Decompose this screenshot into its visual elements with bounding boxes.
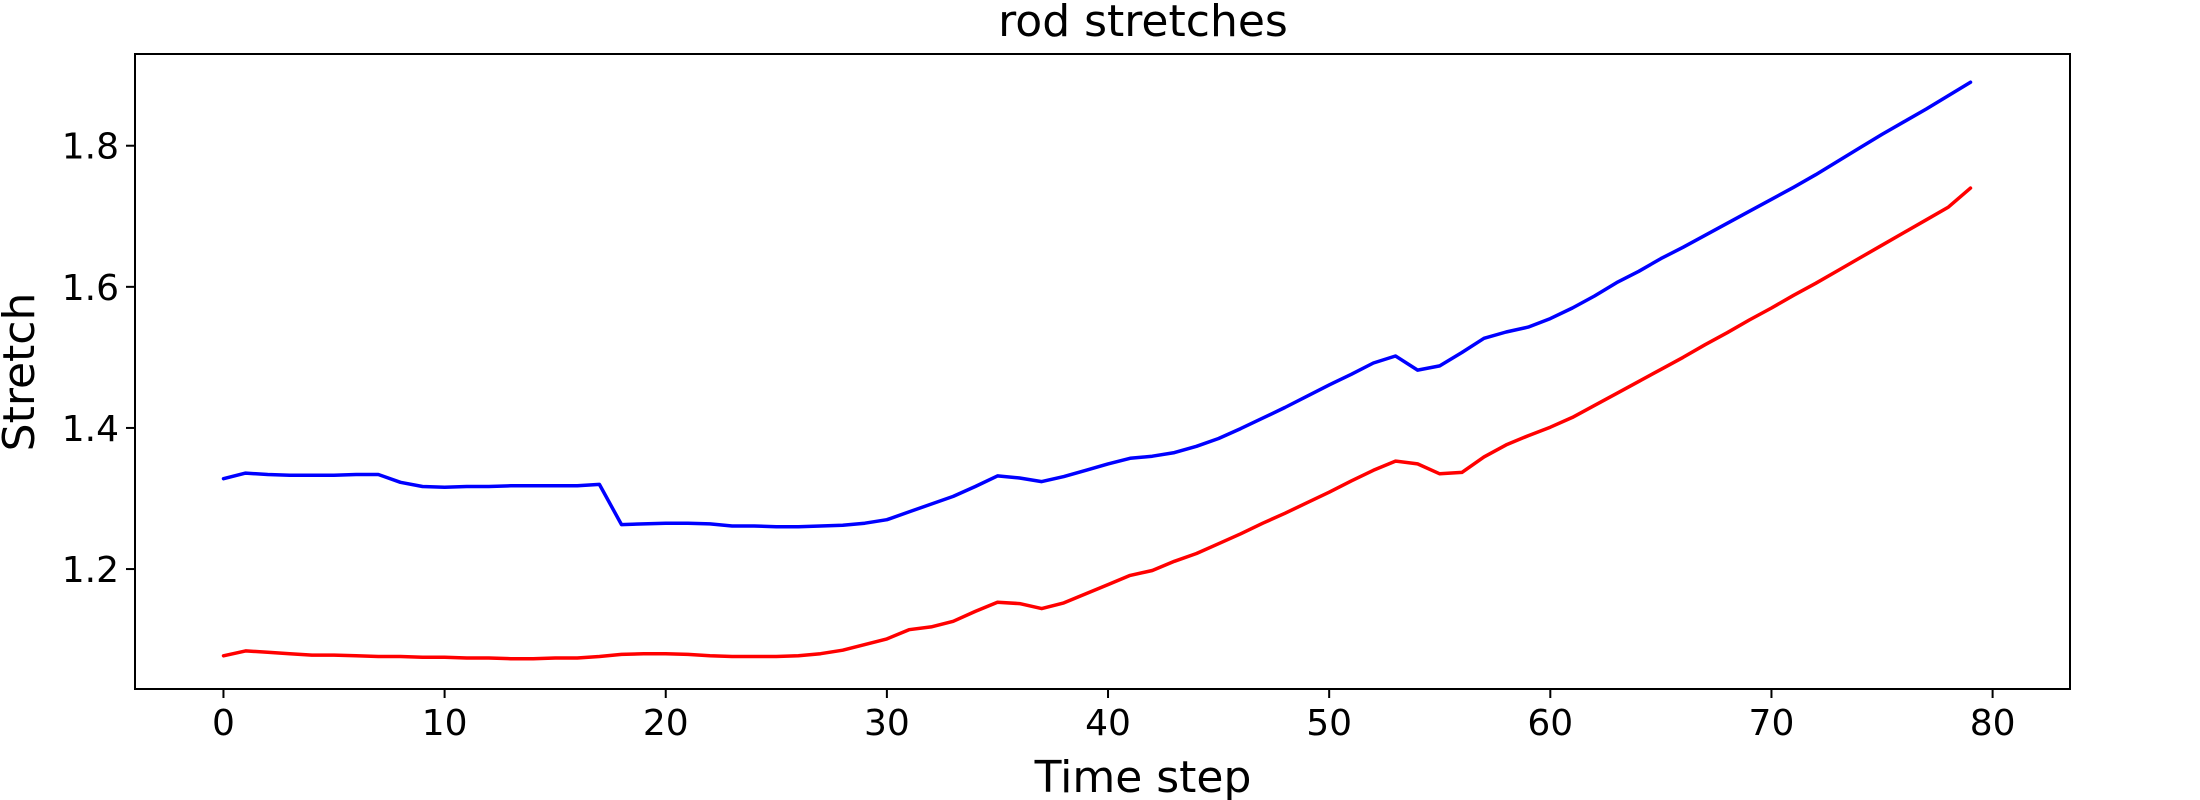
x-tick-label: 20 — [643, 703, 689, 744]
series-line-2 — [221, 186, 1973, 661]
x-axis-label: Time step — [1034, 752, 1252, 800]
series-group — [221, 80, 1973, 661]
x-tick-label: 50 — [1306, 703, 1352, 744]
x-tick-label: 60 — [1527, 703, 1573, 744]
plot-frame — [134, 53, 2071, 690]
x-tick-label: 70 — [1749, 703, 1795, 744]
x-tick-label: 80 — [1970, 703, 2016, 744]
y-tick-label: 1.6 — [62, 268, 119, 309]
x-tick-label: 10 — [422, 703, 468, 744]
y-tick-label: 1.2 — [62, 550, 119, 591]
x-tick-label: 40 — [1085, 703, 1131, 744]
y-axis-label: Stretch — [0, 293, 45, 452]
series-line-1 — [221, 80, 1973, 529]
ticks: 0 10 20 30 40 50 60 70 80 1.2 1.4 1.6 1.8 — [62, 127, 2016, 744]
chart-title: rod stretches — [998, 0, 1288, 47]
x-tick-label: 30 — [864, 703, 910, 744]
y-tick-label: 1.8 — [62, 127, 119, 168]
x-tick-label: 0 — [212, 703, 235, 744]
y-tick-label: 1.4 — [62, 409, 119, 450]
